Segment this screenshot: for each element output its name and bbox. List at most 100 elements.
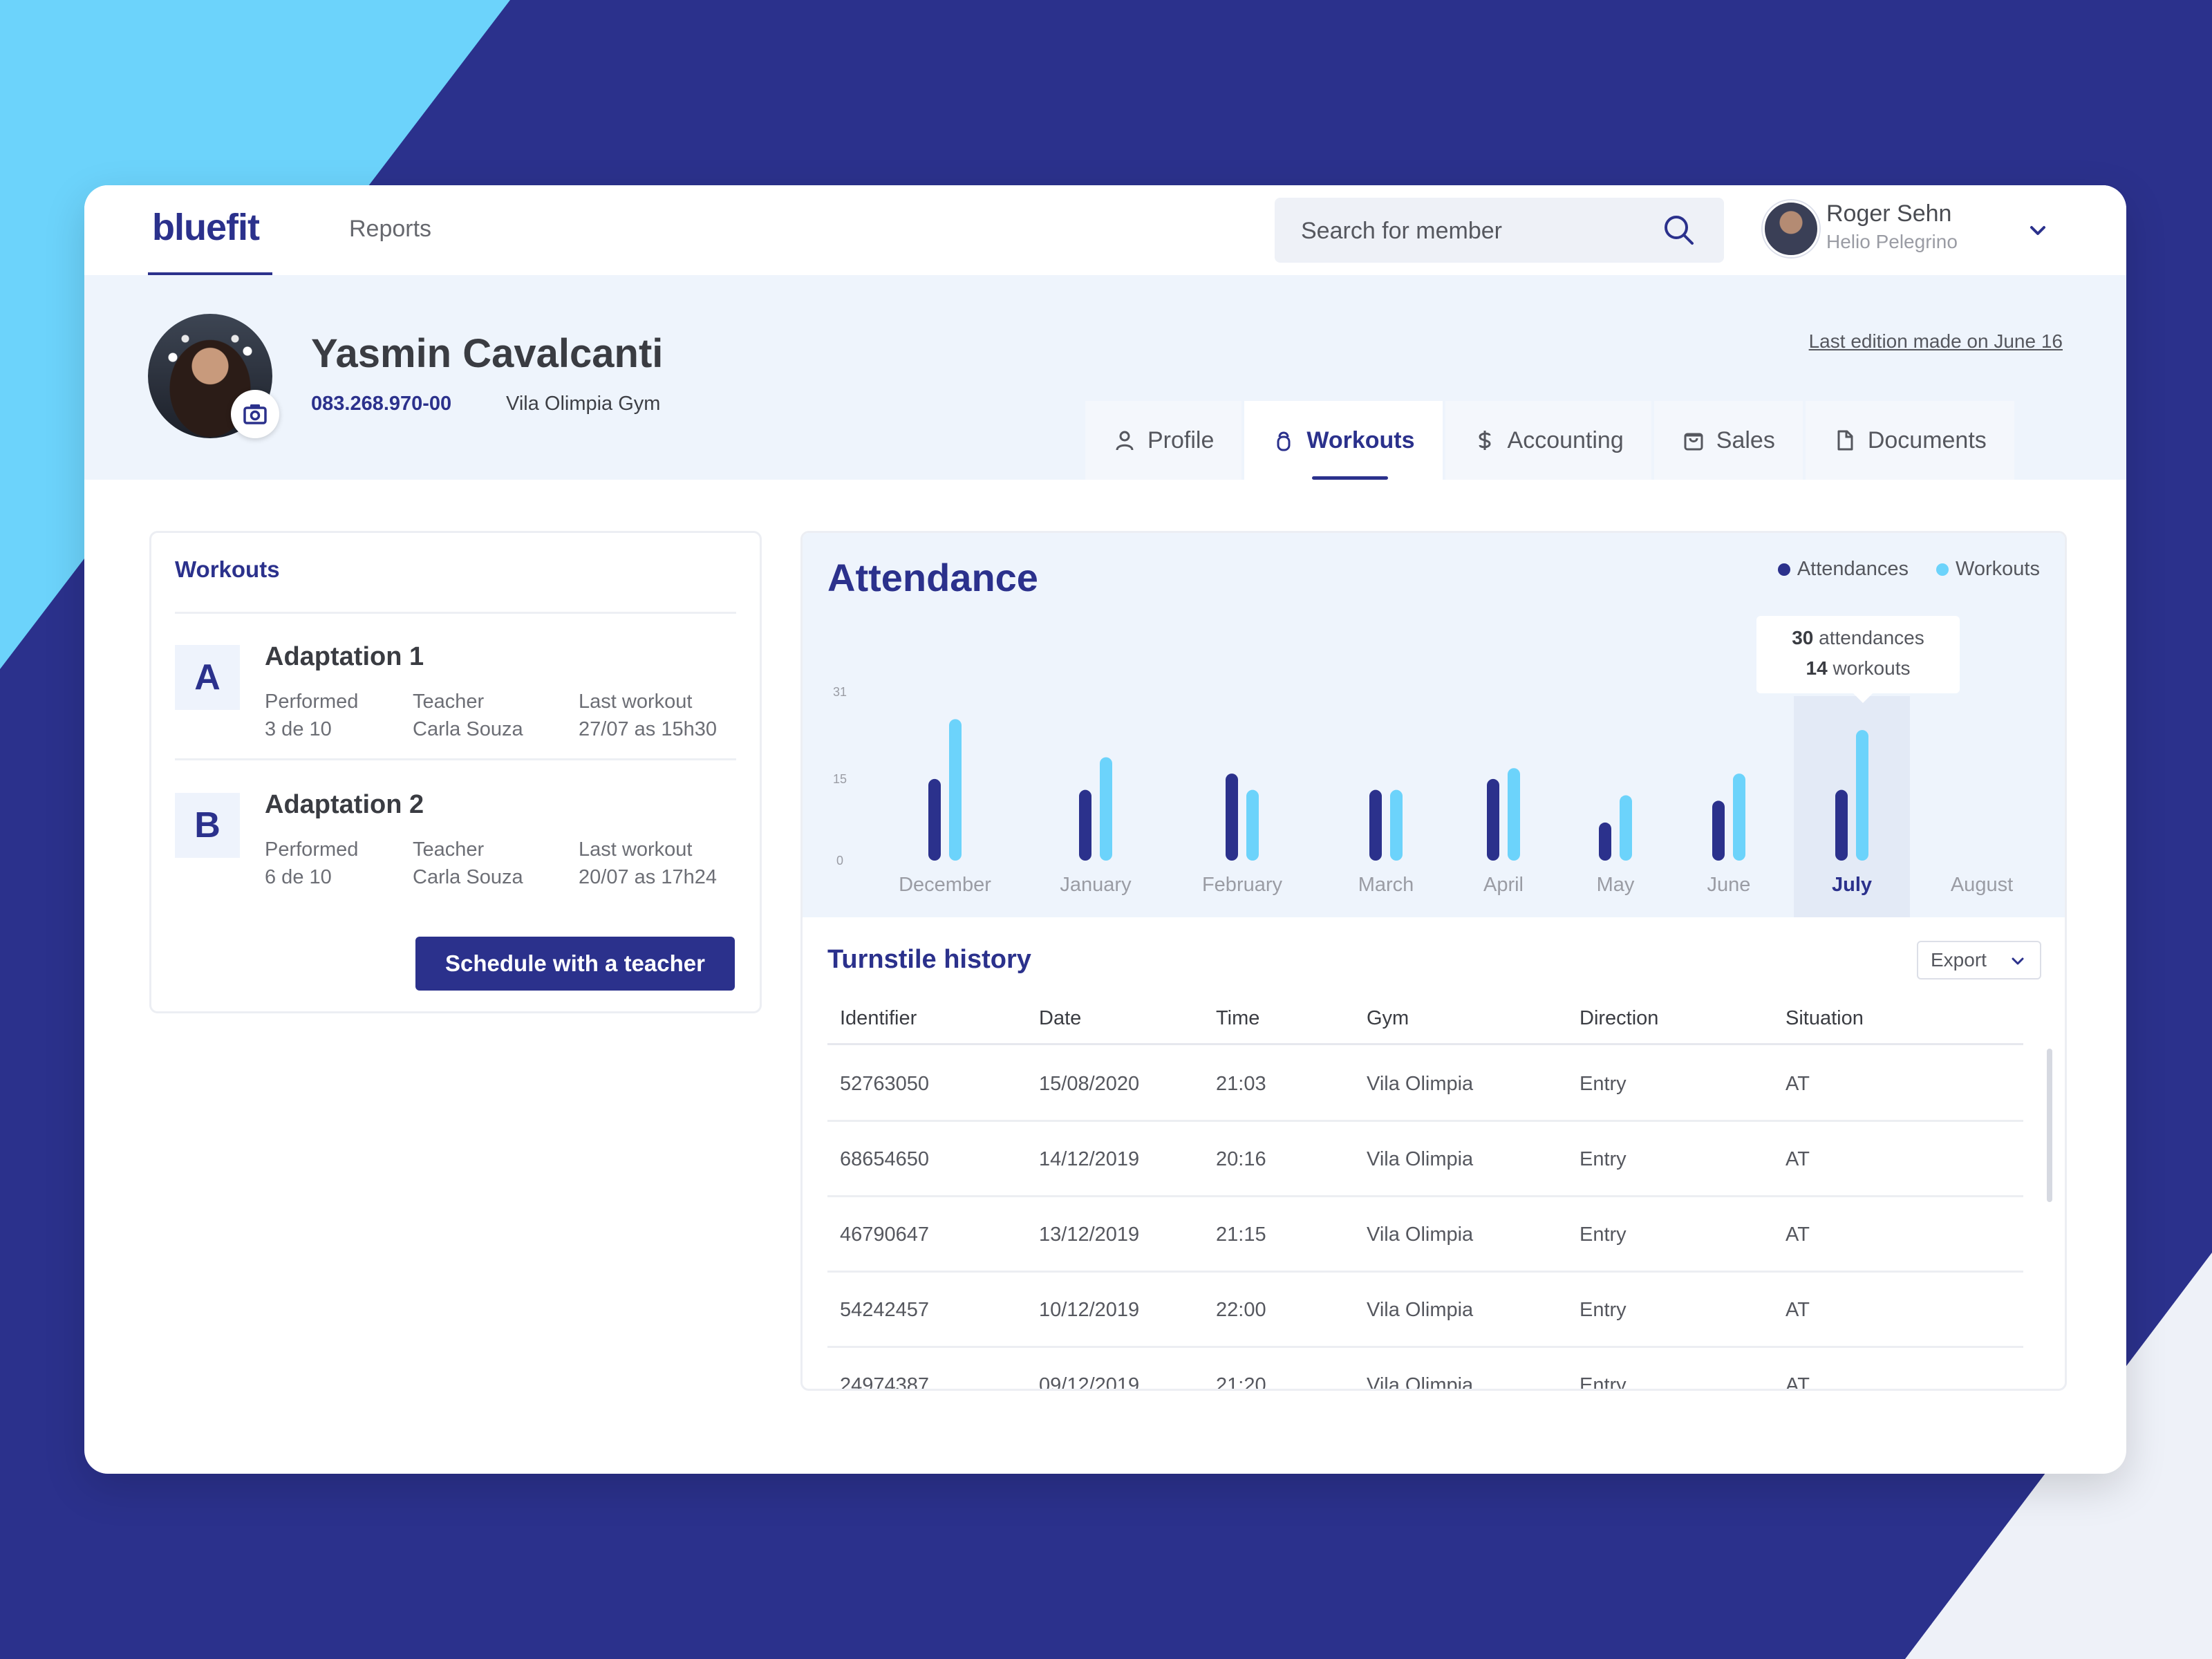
tab-label: Documents bbox=[1867, 427, 1987, 453]
bar-attendances-may[interactable] bbox=[1599, 822, 1611, 861]
last-workout-label: Last workout bbox=[579, 838, 693, 861]
user-avatar[interactable] bbox=[1763, 200, 1819, 257]
bar-attendances-february[interactable] bbox=[1226, 774, 1238, 861]
tab-profile[interactable]: Profile bbox=[1085, 401, 1242, 480]
bar-attendances-december[interactable] bbox=[928, 778, 941, 861]
tab-workouts[interactable]: Workouts bbox=[1244, 401, 1443, 480]
attendance-chart: 0 15 31 December January February March April Ma… bbox=[803, 533, 2065, 917]
workout-letter: B bbox=[175, 793, 240, 858]
x-tick-label[interactable]: March bbox=[1358, 874, 1414, 896]
cell-identifier: 24974387 bbox=[840, 1374, 930, 1391]
x-tick-label[interactable]: August bbox=[1951, 874, 2013, 896]
search-icon[interactable] bbox=[1662, 213, 1696, 247]
dollar-icon bbox=[1479, 431, 1491, 450]
last-workout-label: Last workout bbox=[579, 691, 693, 713]
logo[interactable]: bluefit bbox=[152, 207, 260, 248]
bar-workouts-january[interactable] bbox=[1100, 757, 1112, 861]
x-tick-label[interactable]: February bbox=[1202, 874, 1283, 896]
user-name[interactable]: Roger Sehn bbox=[1826, 200, 1952, 227]
nav-reports[interactable]: Reports bbox=[349, 216, 432, 242]
table-row[interactable]: 54242457 10/12/2019 22:00 Vila Olimpia E… bbox=[827, 1271, 2023, 1348]
bar-workouts-march[interactable] bbox=[1390, 789, 1403, 861]
bar-workouts-december[interactable] bbox=[949, 719, 962, 861]
cell-identifier: 54242457 bbox=[840, 1299, 930, 1321]
highlight-column bbox=[1794, 696, 1910, 917]
tooltip-workouts-value: 14 bbox=[1806, 657, 1828, 679]
bar-workouts-may[interactable] bbox=[1620, 795, 1632, 861]
legend-item-attendances[interactable]: Attendances bbox=[1777, 558, 1909, 581]
cell-date: 14/12/2019 bbox=[1039, 1148, 1140, 1170]
teacher-label: Teacher bbox=[413, 838, 485, 861]
bar-attendances-january[interactable] bbox=[1079, 789, 1091, 861]
legend-item-workouts[interactable]: Workouts bbox=[1936, 558, 2040, 581]
x-tick-label[interactable]: December bbox=[899, 874, 991, 896]
cell-date: 13/12/2019 bbox=[1039, 1224, 1140, 1246]
column-header[interactable]: Date bbox=[1039, 1007, 1082, 1029]
table-scrollbar[interactable] bbox=[2047, 1049, 2052, 1202]
tab-accounting[interactable]: Accounting bbox=[1445, 401, 1651, 480]
bar-workouts-april[interactable] bbox=[1508, 768, 1520, 861]
cell-time: 21:20 bbox=[1216, 1374, 1266, 1391]
cell-direction: Entry bbox=[1580, 1374, 1627, 1391]
x-tick-label[interactable]: April bbox=[1483, 874, 1524, 896]
workout-item[interactable]: A Adaptation 1 Performed 3 de 10 Teacher… bbox=[175, 632, 736, 757]
last-edition-link[interactable]: Last edition made on June 16 bbox=[1808, 330, 2063, 352]
bar-workouts-february[interactable] bbox=[1246, 789, 1259, 861]
x-tick-label[interactable]: July bbox=[1832, 874, 1872, 896]
cell-identifier: 68654650 bbox=[840, 1148, 930, 1170]
cell-direction: Entry bbox=[1580, 1224, 1627, 1246]
search-box[interactable] bbox=[1275, 198, 1724, 264]
workout-item[interactable]: B Adaptation 2 Performed 6 de 10 Teacher… bbox=[175, 780, 736, 905]
column-header[interactable]: Identifier bbox=[840, 1007, 917, 1029]
bar-attendances-march[interactable] bbox=[1369, 789, 1382, 861]
shopping-bag-icon bbox=[1684, 433, 1703, 451]
cell-direction: Entry bbox=[1580, 1148, 1627, 1170]
table-row[interactable]: 46790647 13/12/2019 21:15 Vila Olimpia E… bbox=[827, 1196, 2023, 1273]
table-row[interactable]: 68654650 14/12/2019 20:16 Vila Olimpia E… bbox=[827, 1121, 2023, 1197]
table-row[interactable]: 52763050 15/08/2020 21:03 Vila Olimpia E… bbox=[827, 1045, 2023, 1122]
column-header[interactable]: Direction bbox=[1580, 1007, 1659, 1029]
bar-attendances-april[interactable] bbox=[1487, 778, 1499, 861]
top-bar: bluefit Reports Roger Sehn Helio Pelegri… bbox=[84, 185, 2126, 276]
cell-situation: AT bbox=[1785, 1073, 1810, 1095]
cell-situation: AT bbox=[1785, 1299, 1810, 1321]
member-id: 083.268.970-00 bbox=[311, 393, 452, 415]
cell-identifier: 52763050 bbox=[840, 1073, 930, 1095]
member-name: Yasmin Cavalcanti bbox=[311, 331, 664, 376]
cell-gym: Vila Olimpia bbox=[1367, 1073, 1474, 1095]
change-photo-button[interactable] bbox=[231, 390, 279, 438]
cell-time: 21:15 bbox=[1216, 1224, 1266, 1246]
bar-workouts-july[interactable] bbox=[1856, 730, 1868, 861]
chevron-down-icon bbox=[2012, 957, 2024, 965]
app-window: bluefit Reports Roger Sehn Helio Pelegri… bbox=[84, 185, 2126, 1474]
workouts-panel: Workouts A Adaptation 1 Performed 3 de 1… bbox=[149, 531, 762, 1013]
tooltip-attendances-value: 30 bbox=[1792, 627, 1814, 648]
bar-attendances-june[interactable] bbox=[1712, 800, 1725, 861]
x-tick-label[interactable]: May bbox=[1597, 874, 1635, 896]
tab-sales[interactable]: Sales bbox=[1653, 401, 1803, 480]
tooltip-attendances-label: attendances bbox=[1819, 627, 1924, 648]
chevron-down-icon[interactable] bbox=[2025, 218, 2050, 243]
cell-date: 10/12/2019 bbox=[1039, 1299, 1140, 1321]
column-header[interactable]: Time bbox=[1216, 1007, 1260, 1029]
x-tick-label[interactable]: June bbox=[1707, 874, 1751, 896]
kettlebell-icon bbox=[1277, 431, 1291, 451]
search-input[interactable] bbox=[1300, 198, 1662, 264]
member-header: Yasmin Cavalcanti 083.268.970-00 Vila Ol… bbox=[84, 275, 2126, 480]
bar-workouts-june[interactable] bbox=[1733, 774, 1745, 861]
export-button[interactable]: Export bbox=[1917, 941, 2041, 980]
table-row[interactable]: 24974387 09/12/2019 21:20 Vila Olimpia E… bbox=[827, 1347, 2023, 1391]
chart-legend: Attendances Workouts bbox=[1750, 558, 2040, 581]
schedule-with-teacher-button[interactable]: Schedule with a teacher bbox=[415, 937, 735, 991]
member-gym: Vila Olimpia Gym bbox=[506, 393, 661, 415]
x-tick-label[interactable]: January bbox=[1060, 874, 1132, 896]
column-header[interactable]: Situation bbox=[1785, 1007, 1864, 1029]
legend-label: Attendances bbox=[1797, 558, 1909, 580]
column-header[interactable]: Gym bbox=[1367, 1007, 1409, 1029]
cell-time: 22:00 bbox=[1216, 1299, 1266, 1321]
bar-attendances-july[interactable] bbox=[1835, 789, 1848, 861]
tab-documents[interactable]: Documents bbox=[1805, 401, 2014, 480]
cell-identifier: 46790647 bbox=[840, 1224, 930, 1246]
tooltip-attendances: 30 attendances bbox=[1756, 627, 1960, 649]
chart-canvas: 0 15 31 December January February March April Ma… bbox=[833, 685, 2013, 917]
